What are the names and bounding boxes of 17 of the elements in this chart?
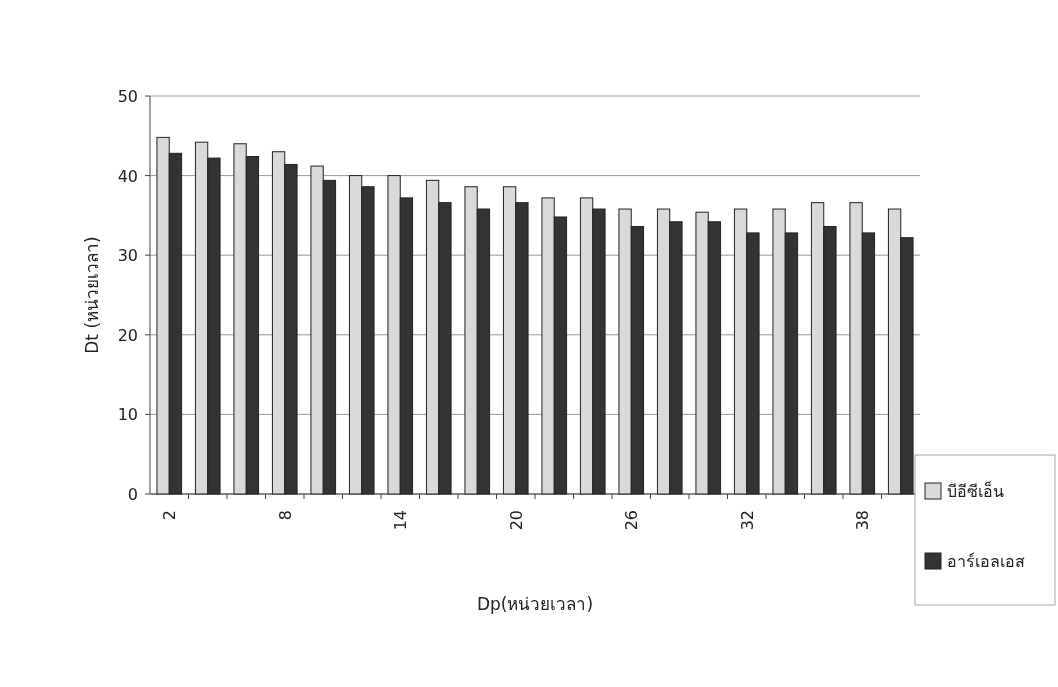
y-axis-title: Dt (หน่วยเวลา) (82, 236, 102, 354)
legend-label: อาร์เอลเอส (947, 552, 1025, 571)
y-tick-label: 50 (117, 87, 138, 106)
x-tick-label: 8 (275, 510, 295, 521)
x-tick-label: 20 (506, 510, 526, 531)
y-tick-label: 10 (117, 405, 138, 425)
x-axis-title: Dp(หน่วยเวลา) (476, 594, 594, 614)
y-tick-label: 20 (117, 325, 138, 345)
y-tick-label: 40 (117, 166, 138, 186)
x-tick-label: 38 (853, 510, 873, 531)
x-tick-label: 14 (391, 510, 411, 531)
y-tick-label: 0 (127, 485, 138, 504)
y-tick-label: 30 (117, 246, 138, 266)
x-tick-label: 26 (622, 510, 642, 531)
legend-label: บีอีซีเอ็น (947, 481, 1004, 501)
x-tick-label: 2 (160, 510, 180, 521)
x-tick-label: 32 (737, 510, 757, 531)
